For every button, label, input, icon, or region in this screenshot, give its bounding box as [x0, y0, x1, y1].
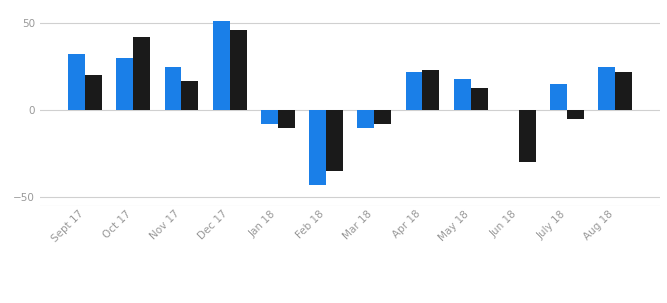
- Bar: [229, 30, 247, 110]
- Bar: [85, 75, 102, 110]
- Bar: [550, 84, 567, 110]
- Bar: [615, 72, 632, 110]
- Bar: [471, 88, 488, 110]
- Bar: [133, 37, 150, 110]
- Bar: [261, 110, 278, 124]
- Bar: [181, 81, 198, 110]
- Bar: [598, 67, 615, 110]
- Bar: [567, 110, 584, 119]
- Bar: [454, 79, 471, 110]
- Bar: [374, 110, 391, 124]
- Bar: [117, 58, 133, 110]
- Bar: [213, 21, 229, 110]
- Bar: [278, 110, 295, 128]
- Bar: [358, 110, 374, 128]
- Bar: [326, 110, 343, 171]
- Bar: [68, 55, 85, 110]
- Bar: [406, 72, 422, 110]
- Bar: [165, 67, 181, 110]
- Bar: [519, 110, 536, 162]
- Bar: [422, 70, 440, 110]
- Bar: [309, 110, 326, 185]
